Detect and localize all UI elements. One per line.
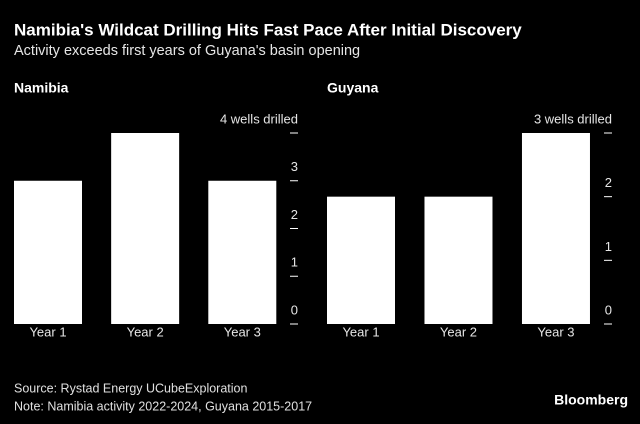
- y-tick-label: 1: [291, 255, 298, 270]
- chart-title: Guyana: [327, 80, 379, 96]
- y-tick-label: 3 wells drilled: [534, 111, 612, 126]
- y-tick-label: 4 wells drilled: [220, 111, 298, 126]
- bar: [521, 133, 590, 324]
- y-tick-label: 2: [605, 175, 612, 190]
- x-tick-label: Year 3: [224, 324, 261, 339]
- bar: [208, 180, 277, 324]
- bar: [327, 196, 395, 324]
- y-tick-label: 1: [605, 239, 612, 254]
- y-tick-label: 3: [291, 159, 298, 174]
- chart-title: Namibia: [14, 80, 69, 96]
- bar: [14, 180, 82, 324]
- subtitle: Activity exceeds first years of Guyana's…: [14, 43, 360, 59]
- x-tick-label: Year 2: [440, 324, 477, 339]
- bar: [424, 196, 493, 324]
- x-tick-label: Year 3: [537, 324, 574, 339]
- source: Source: Rystad Energy UCubeExploration: [14, 381, 248, 395]
- x-tick-label: Year 1: [29, 324, 66, 339]
- y-tick-label: 0: [291, 302, 298, 317]
- y-tick-label: 0: [605, 302, 612, 317]
- y-tick-label: 2: [291, 207, 298, 222]
- x-tick-label: Year 1: [342, 324, 379, 339]
- note: Note: Namibia activity 2022-2024, Guyana…: [14, 399, 312, 413]
- title: Namibia's Wildcat Drilling Hits Fast Pac…: [14, 20, 522, 39]
- bar: [111, 133, 180, 324]
- x-tick-label: Year 2: [127, 324, 164, 339]
- brand: Bloomberg: [554, 392, 628, 408]
